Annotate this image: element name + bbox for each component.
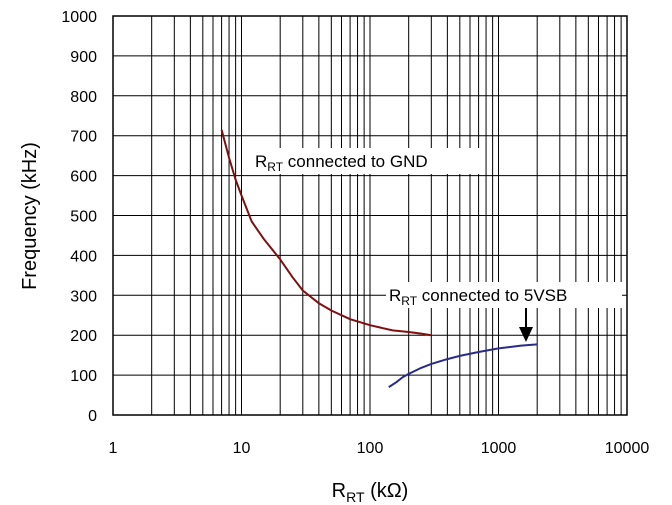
y-tick-label: 900 (70, 49, 97, 66)
x-tick-labels: 1 10 100 1000 10000 (109, 440, 650, 457)
annotation-gnd-box (252, 148, 484, 174)
annotation-vsb-box (386, 282, 622, 308)
y-tick-label: 500 (70, 209, 97, 226)
x-tick-label: 1000 (481, 440, 517, 457)
y-tick-label: 300 (70, 288, 97, 305)
x-tick-label: 1 (109, 440, 118, 457)
y-tick-label: 600 (70, 169, 97, 186)
y-tick-label: 100 (70, 368, 97, 385)
x-axis-title: RRT (kΩ) (332, 480, 409, 505)
series-line-gnd (220, 129, 432, 337)
annotation-vsb: RRT connected to 5VSB (389, 286, 567, 308)
plot-frame (112, 15, 628, 416)
y-tick-labels: 0 100 200 300 400 500 600 700 800 900 1000 (61, 9, 97, 425)
y-tick-label: 200 (70, 328, 97, 345)
y-tick-label: 800 (70, 89, 97, 106)
y-tick-label: 0 (88, 408, 97, 425)
x-tick-label: 10 (233, 440, 251, 457)
annotation-gnd: RRT connected to GND (255, 152, 428, 174)
series-lines (220, 129, 538, 388)
x-tick-label: 10000 (605, 440, 650, 457)
y-tick-label: 400 (70, 248, 97, 265)
y-tick-label: 700 (70, 129, 97, 146)
y-axis-title: Frequency (kHz) (19, 142, 41, 290)
series-line-5vsb (388, 343, 538, 388)
y-tick-label: 1000 (61, 9, 97, 26)
x-tick-label: 100 (357, 440, 384, 457)
annotation-vsb-arrow-head (519, 327, 533, 342)
